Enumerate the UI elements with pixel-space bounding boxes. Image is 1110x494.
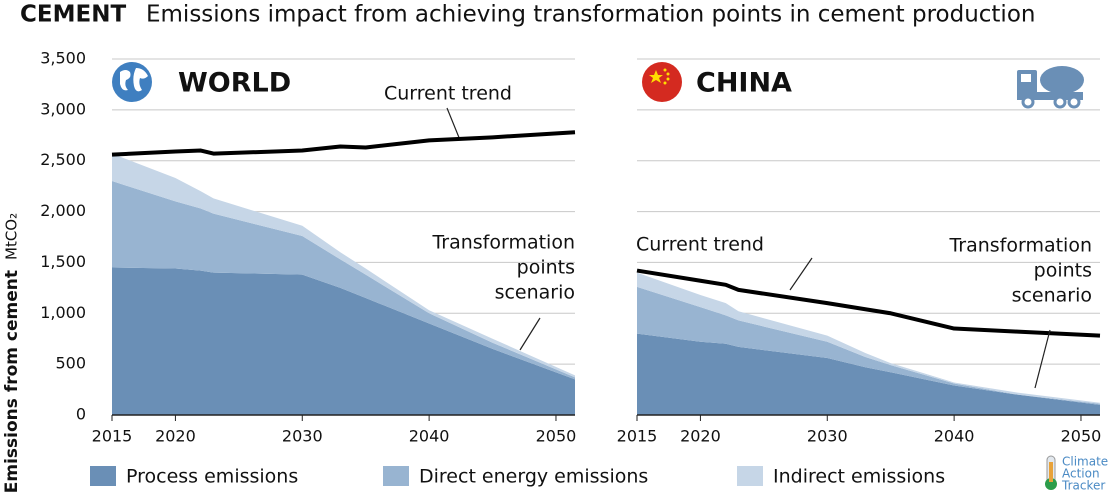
area [637,333,1100,415]
legend-swatch [737,466,763,486]
x-tick-label: 2050 [1061,427,1102,446]
legend-label: Process emissions [126,466,298,488]
current-trend-line [636,268,1101,338]
leader-line [446,107,461,141]
legend-swatch [90,466,116,486]
y-tick-label: 2,000 [40,201,86,220]
x-tick-label: 2020 [155,427,196,446]
y-tick-label: 1,500 [40,252,86,271]
leader-line [789,257,813,291]
x-tick-label: 2030 [807,427,848,446]
area [112,153,575,378]
y-tick-label: 1,000 [40,303,86,322]
x-tick-label: 2015 [617,427,658,446]
area [112,267,575,415]
annotation: points [1034,260,1092,282]
legend-label: Direct energy emissions [419,466,648,488]
y-tick-label: 2,500 [40,150,86,169]
area [112,181,575,380]
x-tick-label: 2015 [92,427,133,446]
leader-line [1034,329,1051,389]
legend-swatch [383,466,409,486]
logo-text: Climate [1062,455,1108,469]
logo-text: Action [1062,467,1100,481]
truck-icon [1017,66,1084,109]
panel-label: CHINA [696,68,792,99]
x-tick-label: 2040 [409,427,450,446]
leader-line [519,317,541,351]
y-tick-label: 3,000 [40,99,86,118]
legend-label: Indirect emissions [773,466,945,488]
y-axis-title: Emissions from cement MtCO₂ [2,213,22,493]
chart-title: Emissions impact from achieving transfor… [146,2,1035,28]
annotation: Current trend [636,234,764,256]
globe-icon [112,62,152,102]
x-tick-label: 2040 [934,427,975,446]
x-tick-label: 2030 [282,427,323,446]
annotation: Current trend [384,83,512,105]
panel-label: WORLD [178,68,291,99]
annotation: scenario [495,282,575,304]
x-tick-label: 2050 [536,427,577,446]
y-tick-label: 0 [76,405,86,424]
title-bold: CEMENT [20,2,126,28]
annotation: Transformation [431,232,575,254]
logo-icon [1045,455,1057,490]
x-tick-label: 2020 [680,427,721,446]
logo-text: Tracker [1061,479,1105,493]
y-tick-label: 500 [55,354,86,373]
annotation: Transformation [948,235,1092,257]
current-trend-line [111,130,576,157]
annotation: points [517,257,575,279]
y-tick-label: 3,500 [40,49,86,68]
y-unit: MtCO₂ [3,213,21,260]
annotation: scenario [1012,285,1092,307]
y-label: Emissions from cement [2,270,22,493]
china-flag-icon [642,62,682,102]
